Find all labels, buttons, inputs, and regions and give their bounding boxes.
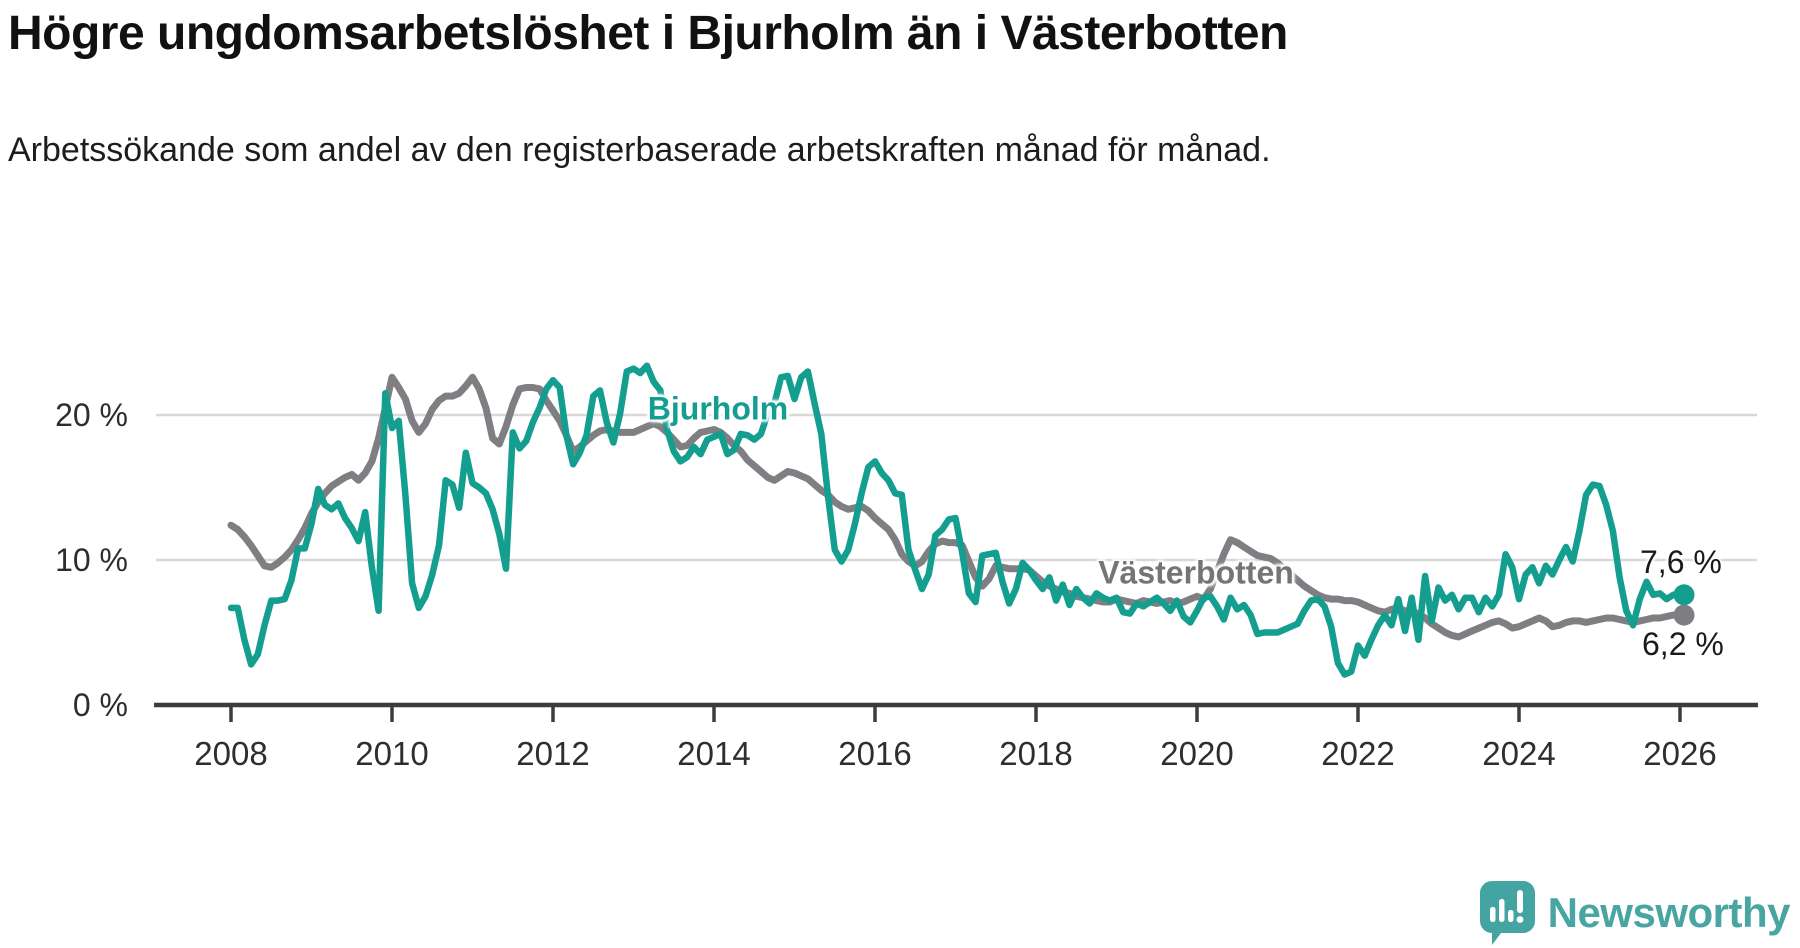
newsworthy-brand: Newsworthy: [1479, 880, 1791, 946]
y-tick-label: 10 %: [55, 542, 128, 578]
series-label-bjurholm: Bjurholm: [647, 390, 789, 427]
y-tick-label: 20 %: [55, 397, 128, 433]
series-end-dot-västerbotten: [1673, 604, 1695, 626]
x-tick-label: 2012: [516, 735, 590, 772]
x-tick-label: 2026: [1643, 735, 1717, 772]
end-value-label-bjurholm: 7,6 %: [1640, 544, 1722, 580]
series-line-bjurholm: [227, 362, 1684, 678]
series-label-vasterbotten: Västerbotten: [1098, 554, 1294, 591]
end-value-label-vasterbotten: 6,2 %: [1642, 626, 1724, 662]
x-tick-label: 2024: [1482, 735, 1556, 772]
x-tick-label: 2020: [1160, 735, 1234, 772]
x-tick-label: 2008: [194, 735, 268, 772]
chart-subtitle: Arbetssökande som andel av den registerb…: [8, 131, 1271, 169]
series-end-dot-bjurholm: [1673, 584, 1695, 606]
series-line-västerbotten: [227, 373, 1684, 641]
newsworthy-logo-icon: [1479, 881, 1535, 945]
x-tick-label: 2014: [677, 735, 751, 772]
x-tick-label: 2016: [838, 735, 912, 772]
y-tick-label: 0 %: [72, 687, 128, 723]
chart-title: Högre ungdomsarbetslöshet i Bjurholm än …: [8, 7, 1288, 60]
newsworthy-brand-name: Newsworthy: [1547, 889, 1791, 936]
x-tick-label: 2010: [355, 735, 429, 772]
x-tick-label: 2022: [1321, 735, 1395, 772]
x-tick-label: 2018: [999, 735, 1073, 772]
